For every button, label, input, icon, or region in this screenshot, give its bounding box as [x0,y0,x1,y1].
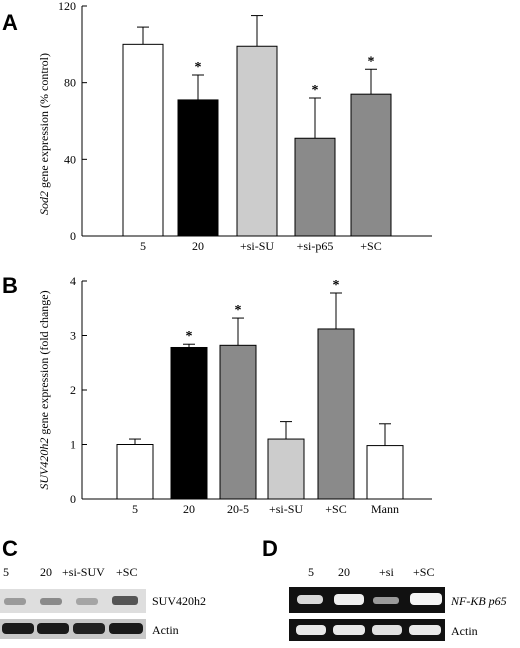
panel-c-letter: C [2,536,18,561]
blot-d-lane-label-4: +SC [413,565,434,579]
blot-d-band-actin-3 [372,625,402,635]
blot-d-row-label-actin: Actin [451,624,478,638]
blot-c-band-actin-3 [73,623,105,634]
panel-a-category-label: +SC [360,239,381,253]
blot-d-band-p65-3 [373,597,399,604]
panel-b-category-label: 20-5 [227,502,249,516]
blot-c-band-actin-4 [109,623,143,634]
panel-b-category-label: 5 [132,502,138,516]
panel-a-y-label-italic: Sod2 [37,191,51,215]
panel-a-y-tick-label: 0 [70,229,76,243]
blot-d-band-p65-1 [297,595,323,604]
panel-b-bar [267,438,305,500]
panel-b-category-label: 20 [183,502,195,516]
panel-b-bar [317,328,355,500]
panel-a-category-label: 5 [140,239,146,253]
blot-d-band-p65-2 [334,594,364,605]
panel-b-significance-star: * [235,303,242,318]
panel-b-bar [170,346,208,500]
panel-a-category-label: 20 [192,239,204,253]
blot-c-band-suv-4 [112,596,138,605]
panel-b-category-label: +SC [325,502,346,516]
panel-a-y-tick-label: 40 [64,152,76,166]
panel-a-letter: A [2,10,18,35]
panel-a-plot: 0 40 80 120 5 * 20 +si-SU * +si-p65 * +SC [58,0,432,253]
panel-a-y-tick-label: 80 [64,76,76,90]
panel-a-category-label: +si-SU [240,239,274,253]
panel-a-bar [294,137,336,237]
panel-b-y-tick-label: 4 [70,274,76,288]
blot-c-band-suv-1 [4,598,26,605]
panel-b-y-tick-label: 0 [70,492,76,506]
blot-d-gel-actin [289,619,445,641]
panel-b-y-label-italic: SUV420h2 [37,438,51,490]
panel-b-letter: B [2,273,18,298]
panel-b-significance-star: * [333,278,340,293]
panel-b-category-label: Mann [371,502,399,516]
panel-b-y-axis-label: SUV420h2 gene expression (fold change) [37,290,51,489]
panel-b-y-tick-label: 1 [70,438,76,452]
panel-d-letter: D [262,536,278,561]
blot-c-lane-label-2: 20 [40,565,52,579]
panel-a-bar [177,99,219,237]
blot-c-lane-label-4: +SC [116,565,137,579]
blot-c-band-actin-2 [37,623,69,634]
panel-b-category-label: +si-SU [269,502,303,516]
panel-a-significance-star: * [195,60,202,75]
panel-b-y-label-rest: gene expression (fold change) [37,290,51,437]
blot-d-band-actin-1 [296,625,326,635]
blot-c-band-suv-3 [76,598,98,605]
panel-a-y-axis-label: Sod2 gene expression (% control) [37,53,51,215]
panel-a: A Sod2 gene expression (% control) 0 40 80… [2,0,432,253]
panel-a-category-label: +si-p65 [297,239,334,253]
panel-a-bar [236,45,278,237]
panel-a-significance-star: * [312,83,319,98]
panel-a-y-label-rest: gene expression (% control) [37,53,51,191]
blot-d-row-label-p65: NF-KB p65 [450,594,507,608]
blot-c-row-label-suv420h2: SUV420h2 [152,594,206,608]
blot-c-lane-label-3: +si-SUV [62,565,105,579]
panel-a-bar [350,93,392,237]
panel-b-y-tick-label: 3 [70,329,76,343]
panel-b: B SUV420h2 gene expression (fold change)… [2,273,432,516]
blot-d-band-p65-4 [410,593,442,605]
panel-d: D 5 20 +si +SC NF-KB p65 Actin [262,536,507,641]
blot-c-row-label-actin: Actin [152,623,179,637]
blot-d-lane-label-1: 5 [308,565,314,579]
blot-d-band-actin-4 [409,625,441,635]
blot-d-band-actin-2 [333,625,365,635]
panel-c: C 5 20 +si-SUV +SC SUV420h2 Actin [0,536,206,639]
blot-d-lane-label-3: +si [379,565,394,579]
panel-b-y-tick-label: 2 [70,383,76,397]
panel-b-bar [366,445,404,500]
panel-a-y-tick-label: 120 [58,0,76,13]
blot-d-lane-label-2: 20 [338,565,350,579]
blot-c-band-suv-2 [40,598,62,605]
panel-a-significance-star: * [368,54,375,69]
panel-a-bar [122,43,164,237]
blot-c-lane-label-1: 5 [3,565,9,579]
panel-b-bar [219,344,257,500]
panel-b-significance-star: * [186,329,193,344]
blot-c-band-actin-1 [2,623,34,634]
panel-b-bar [116,444,154,500]
panel-b-plot: 0 1 2 3 4 5 * 20 * 20-5 +si-SU * +SC Mann [70,274,432,516]
